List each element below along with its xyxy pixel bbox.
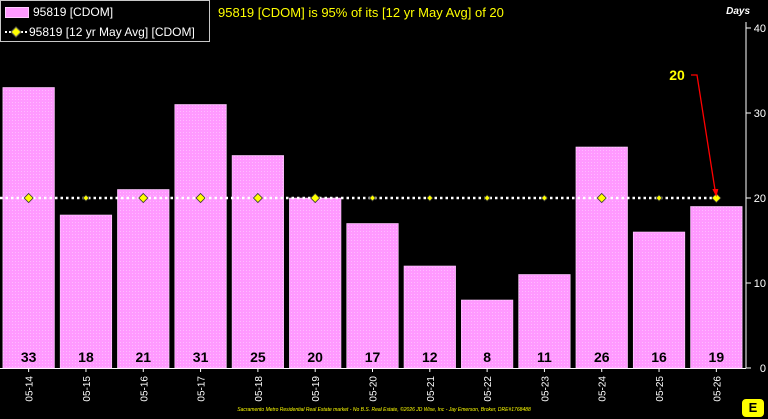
x-tick-label: 05-24 [598, 376, 609, 402]
bar-value-label: 17 [365, 349, 381, 365]
avg-marker [82, 194, 90, 202]
bar-value-label: 31 [193, 349, 209, 365]
annotation-label: 20 [669, 67, 685, 83]
legend-label-bars: 95819 [CDOM] [33, 5, 114, 19]
annotation-arrowhead [712, 189, 719, 197]
bar [575, 146, 628, 369]
bar-value-label: 21 [135, 349, 151, 365]
annotation-arrow [691, 74, 716, 193]
e-logo-icon: E [742, 399, 764, 417]
avg-marker [252, 192, 263, 204]
bar-value-label: 33 [21, 349, 37, 365]
bar-value-label: 8 [483, 349, 491, 365]
bar-value-label: 12 [422, 349, 438, 365]
y-tick-label: 0 [760, 363, 766, 375]
x-tick-label: 05-21 [426, 376, 437, 402]
bar [518, 274, 571, 369]
avg-marker [310, 192, 321, 204]
x-tick-label: 05-23 [540, 376, 551, 402]
bar [174, 104, 227, 369]
y-tick-label: 40 [754, 23, 766, 35]
bar [231, 155, 284, 369]
y-tick-label: 10 [754, 278, 766, 290]
x-tick-label: 05-15 [82, 376, 93, 402]
legend-item-avg: 95819 [12 yr May Avg] [CDOM] [5, 23, 195, 41]
x-tick-label: 05-18 [254, 376, 265, 402]
bar [690, 206, 743, 369]
y-tick-label: 20 [754, 193, 766, 205]
bar [59, 214, 113, 369]
avg-marker [195, 192, 206, 204]
avg-marker [540, 194, 548, 202]
chart-title: 95819 [CDOM] is 95% of its [12 yr May Av… [218, 5, 504, 20]
bar [346, 223, 399, 369]
x-tick-label: 05-25 [655, 376, 666, 402]
bar [117, 189, 170, 369]
bar-value-label: 18 [78, 349, 94, 365]
x-tick-label: 05-17 [197, 376, 208, 402]
avg-marker [426, 194, 434, 202]
avg-marker [711, 192, 722, 204]
bar [461, 299, 514, 369]
bar-value-label: 20 [307, 349, 323, 365]
x-tick-label: 05-14 [25, 376, 36, 402]
bar [2, 87, 55, 369]
x-tick-label: 05-26 [712, 376, 723, 402]
x-tick-label: 05-16 [139, 376, 150, 402]
legend-swatch-avg [5, 26, 27, 38]
bar-value-label: 26 [594, 349, 610, 365]
avg-marker [368, 194, 377, 202]
x-tick-label: 05-19 [311, 376, 322, 402]
avg-marker [23, 192, 34, 204]
avg-marker [483, 194, 491, 202]
chart-legend: 95819 [CDOM] 95819 [12 yr May Avg] [CDOM… [0, 0, 210, 42]
bar [632, 231, 686, 369]
legend-item-bars: 95819 [CDOM] [5, 3, 113, 21]
bar-value-label: 25 [250, 349, 266, 365]
bar-value-label: 19 [709, 349, 725, 365]
y-axis-label: Days [726, 6, 750, 17]
x-tick-label: 05-22 [483, 376, 494, 402]
bar [289, 197, 342, 369]
avg-marker [138, 192, 149, 204]
y-tick-label: 30 [754, 108, 766, 120]
x-tick-label: 05-20 [369, 376, 380, 402]
avg-marker [596, 192, 607, 204]
legend-swatch-bar [5, 6, 29, 18]
legend-label-avg: 95819 [12 yr May Avg] [CDOM] [29, 25, 195, 39]
bar-value-label: 11 [537, 349, 552, 365]
footer-credit: Sacramento Metro Residential Real Estate… [237, 407, 531, 413]
bar-value-label: 16 [651, 349, 667, 365]
avg-marker [655, 194, 663, 202]
